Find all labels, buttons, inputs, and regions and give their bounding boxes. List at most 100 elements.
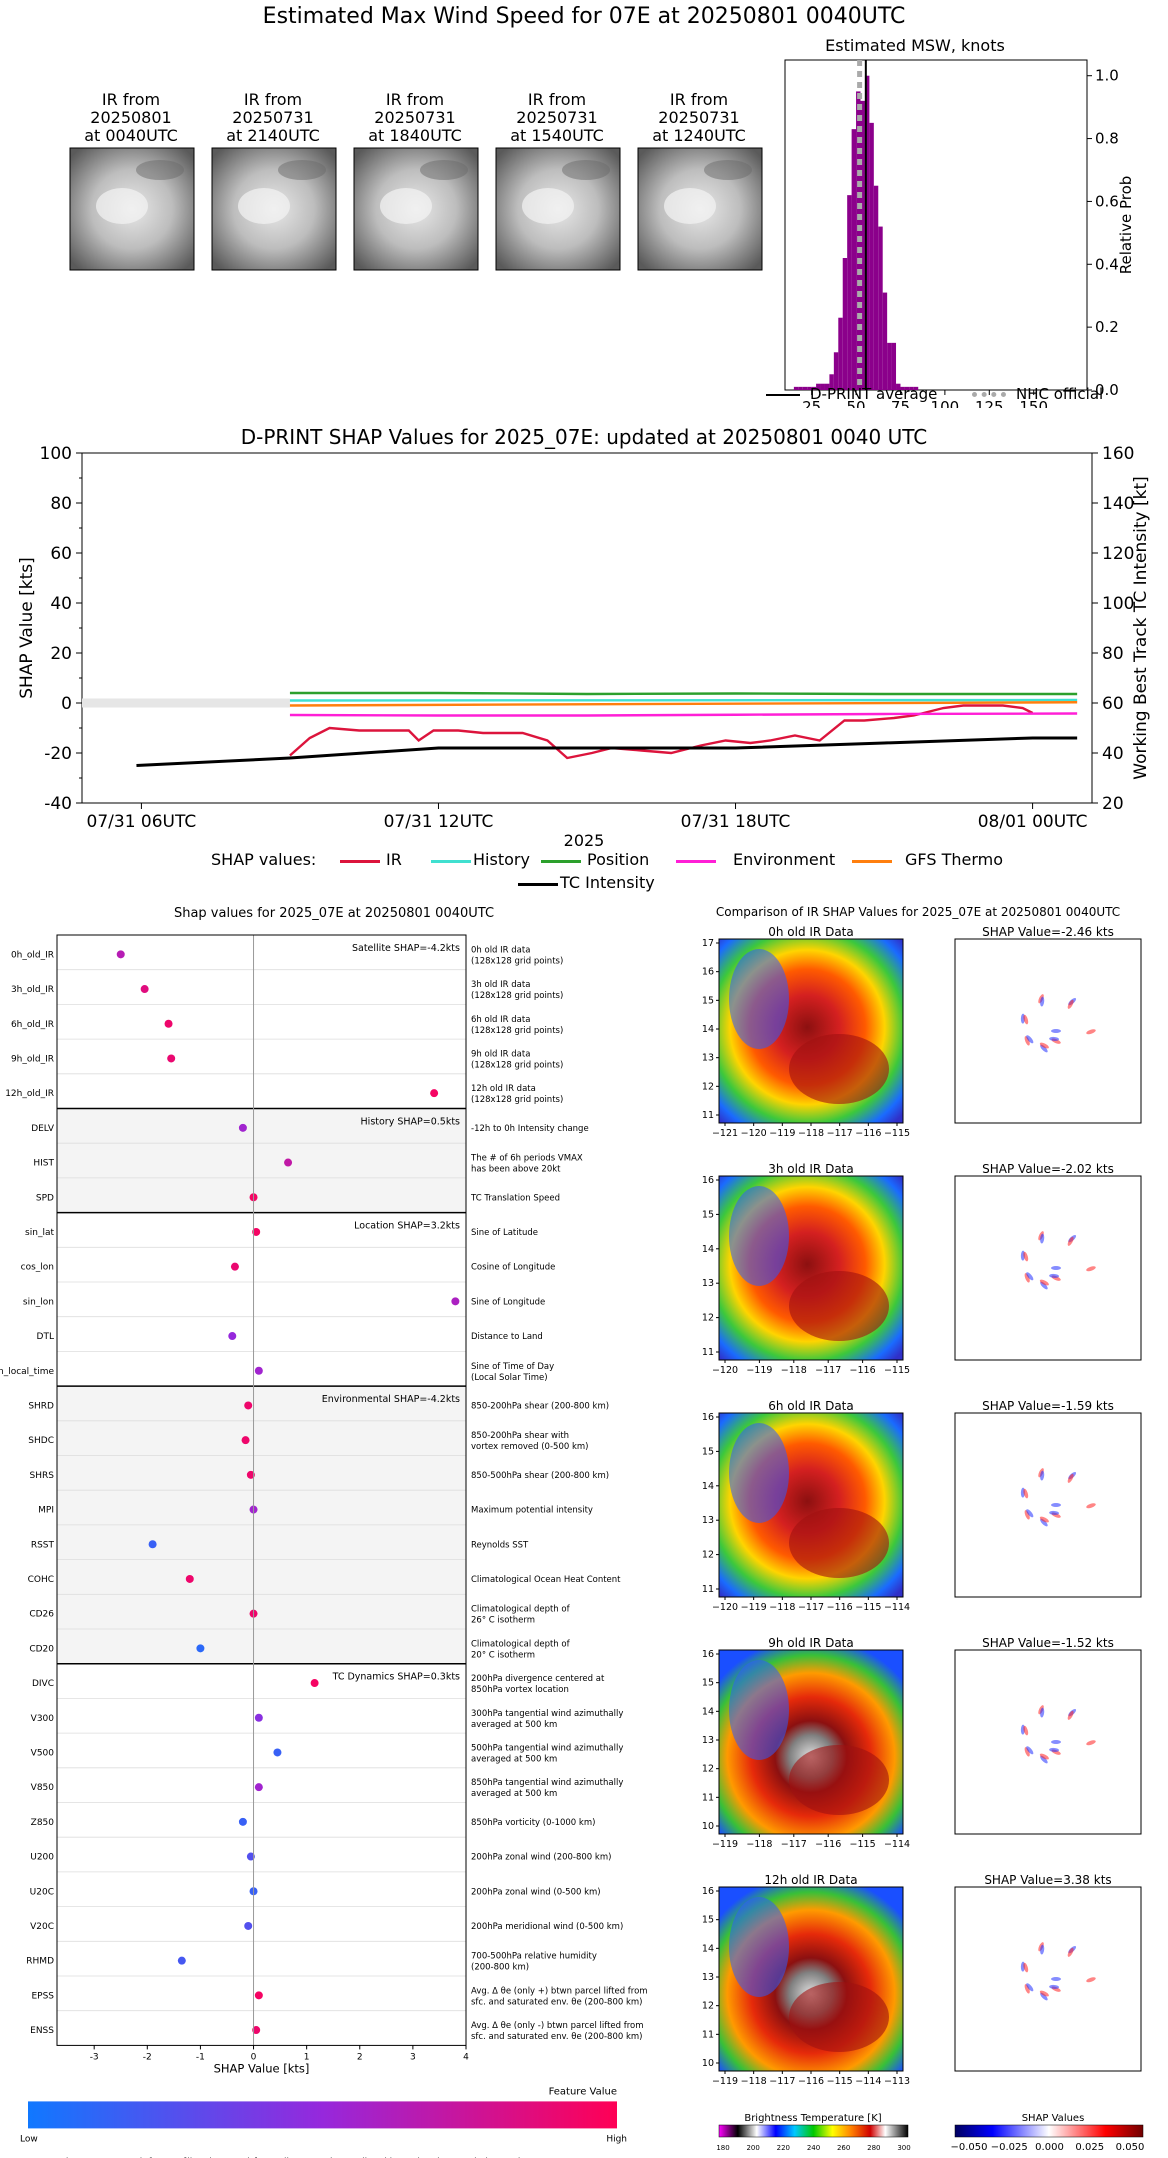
msw-xtick-label: 25 <box>802 398 821 408</box>
ts-ytick-label: 100 <box>40 444 72 464</box>
feature-dot <box>284 1158 293 1167</box>
ir-ytick-label: 12 <box>702 1081 714 1092</box>
shap-blob <box>1086 1977 1096 1983</box>
feature-dot <box>167 1054 176 1063</box>
msw-bar <box>891 342 897 390</box>
legend-ir-label: IR <box>386 850 402 869</box>
feature-xtick-label: -1 <box>196 2052 205 2062</box>
ir-ytick-label: 13 <box>702 1735 714 1746</box>
msw-bar <box>793 386 799 390</box>
ts-y2tick-label: 80 <box>1102 644 1124 664</box>
feature-desc-line2: (128x128 grid points) <box>471 1026 563 1036</box>
shap-blob <box>1026 1035 1034 1044</box>
shap-time-y2label: Working Best Track TC Intensity [kt] <box>1131 476 1151 780</box>
ir-panel-title: 0h old IR Data <box>768 925 854 939</box>
feature-dot <box>116 950 125 959</box>
ir-xtick-label: −115 <box>884 1365 910 1376</box>
feature-name: U200 <box>30 1853 54 1863</box>
shap-blob <box>1023 1251 1029 1262</box>
feature-dot <box>254 1991 263 2000</box>
feature-desc: Reynolds SST <box>471 1540 529 1550</box>
ir-convection <box>789 1508 889 1578</box>
msw-ytick-label: 0.6 <box>1095 192 1119 210</box>
msw-bar <box>829 374 834 390</box>
ts-xtick-label: 08/01 00UTC <box>978 812 1088 832</box>
feature-xtick-label: 4 <box>463 2052 469 2062</box>
feature-dot <box>148 1540 157 1549</box>
feature-desc: Sine of Latitude <box>471 1228 538 1238</box>
bt-colorbar-tick: 180 <box>716 2144 729 2152</box>
feature-desc-line2: (Local Solar Time) <box>471 1373 548 1383</box>
feature-name: sin_local_time <box>0 1367 54 1377</box>
shap-blob <box>1024 1510 1030 1520</box>
shap-blob <box>1039 1753 1049 1760</box>
msw-bar <box>873 185 879 390</box>
feature-name: EPSS <box>31 1991 54 2001</box>
feature-desc: 12h old IR data <box>471 1084 536 1094</box>
thumb-label-line2: 20250731 <box>658 108 739 127</box>
ir-xtick-label: −117 <box>798 1602 824 1613</box>
group-label: TC Dynamics SHAP=0.3kts <box>332 1672 460 1683</box>
feature-desc-line2: (128x128 grid points) <box>471 1095 563 1105</box>
legend-tc-line <box>518 883 558 886</box>
ts-y2tick-label: 100 <box>1102 594 1134 614</box>
feature-xtick-label: 3 <box>410 2052 416 2062</box>
shap-blob <box>1024 1273 1030 1283</box>
feature-desc-line2: (128x128 grid points) <box>471 991 563 1001</box>
msw-bar <box>802 386 808 390</box>
feature-desc-line2: averaged at 500 km <box>471 1754 557 1764</box>
feature-dot <box>451 1297 460 1306</box>
ir-ytick-label: 16 <box>702 967 714 978</box>
shap-blob <box>1051 1740 1061 1744</box>
shap-blob <box>1049 1510 1060 1515</box>
msw-bar <box>820 383 825 390</box>
msw-title: Estimated MSW, knots <box>825 36 1005 55</box>
feature-desc-line2: 850hPa vortex location <box>471 1685 569 1695</box>
msw-bar <box>887 342 892 390</box>
ts-y2tick-label: 40 <box>1102 744 1124 764</box>
ir-xtick-label: −115 <box>850 1839 876 1850</box>
feature-xtick-label: 2 <box>357 2052 363 2062</box>
feature-desc-line2: has been above 20kt <box>471 1165 561 1175</box>
shap-colorbar-title: SHAP Values <box>1022 2113 1085 2124</box>
feature-desc: Avg. Δ θe (only -) btwn parcel lifted fr… <box>471 2021 644 2031</box>
thumb-cloud <box>380 188 432 224</box>
thumb-dark-band <box>136 160 184 180</box>
ir-xtick-label: −119 <box>741 1602 767 1613</box>
shap-panel-title: SHAP Value=3.38 kts <box>984 1873 1111 1887</box>
shap-blob <box>1086 1029 1096 1035</box>
feature-name: SHRS <box>30 1471 55 1481</box>
ir-cloud-band <box>729 1423 789 1523</box>
shap-blob <box>1026 1746 1034 1755</box>
msw-bar <box>816 383 821 390</box>
shap-blob <box>1026 1509 1034 1518</box>
shap-blob <box>1051 1029 1061 1033</box>
thumb-label-line1: IR from <box>670 90 728 109</box>
ir-panel-title: 9h old IR Data <box>768 1636 854 1650</box>
ir-panel-title: 6h old IR Data <box>768 1399 854 1413</box>
shap-panel-title: SHAP Value=-2.02 kts <box>982 1162 1114 1176</box>
feature-name: V300 <box>31 1714 55 1724</box>
shap-blob <box>1040 1944 1045 1955</box>
feature-colorbar-high: High <box>606 2134 627 2144</box>
feature-name: cos_lon <box>21 1263 54 1273</box>
ir-ytick-label: 14 <box>702 1024 714 1035</box>
ir-convection <box>789 1271 889 1341</box>
feature-desc-line2: sfc. and saturated env. θe (200-800 km) <box>471 2032 643 2042</box>
msw-bar <box>851 129 857 390</box>
ir-ytick-label: 14 <box>702 1943 714 1954</box>
feature-dot <box>196 1644 205 1653</box>
feature-name: V20C <box>30 1922 54 1932</box>
msw-ytick-label: 1.0 <box>1095 67 1119 85</box>
shap-blob <box>1039 1990 1049 1997</box>
shap-blob <box>1049 1273 1060 1278</box>
ir-panel-title: 12h old IR Data <box>764 1873 857 1887</box>
ir-xtick-label: −114 <box>884 1839 910 1850</box>
shap-blob <box>1051 1977 1061 1981</box>
ir-convection <box>789 1034 889 1104</box>
feature-desc-line2: sfc. and saturated env. θe (200-800 km) <box>471 1997 643 2007</box>
thumb-label-line2: 20250731 <box>374 108 455 127</box>
ir-ytick-label: 12 <box>702 2001 714 2012</box>
feature-dot <box>230 1262 239 1271</box>
ir-xtick-label: −118 <box>798 1128 824 1139</box>
